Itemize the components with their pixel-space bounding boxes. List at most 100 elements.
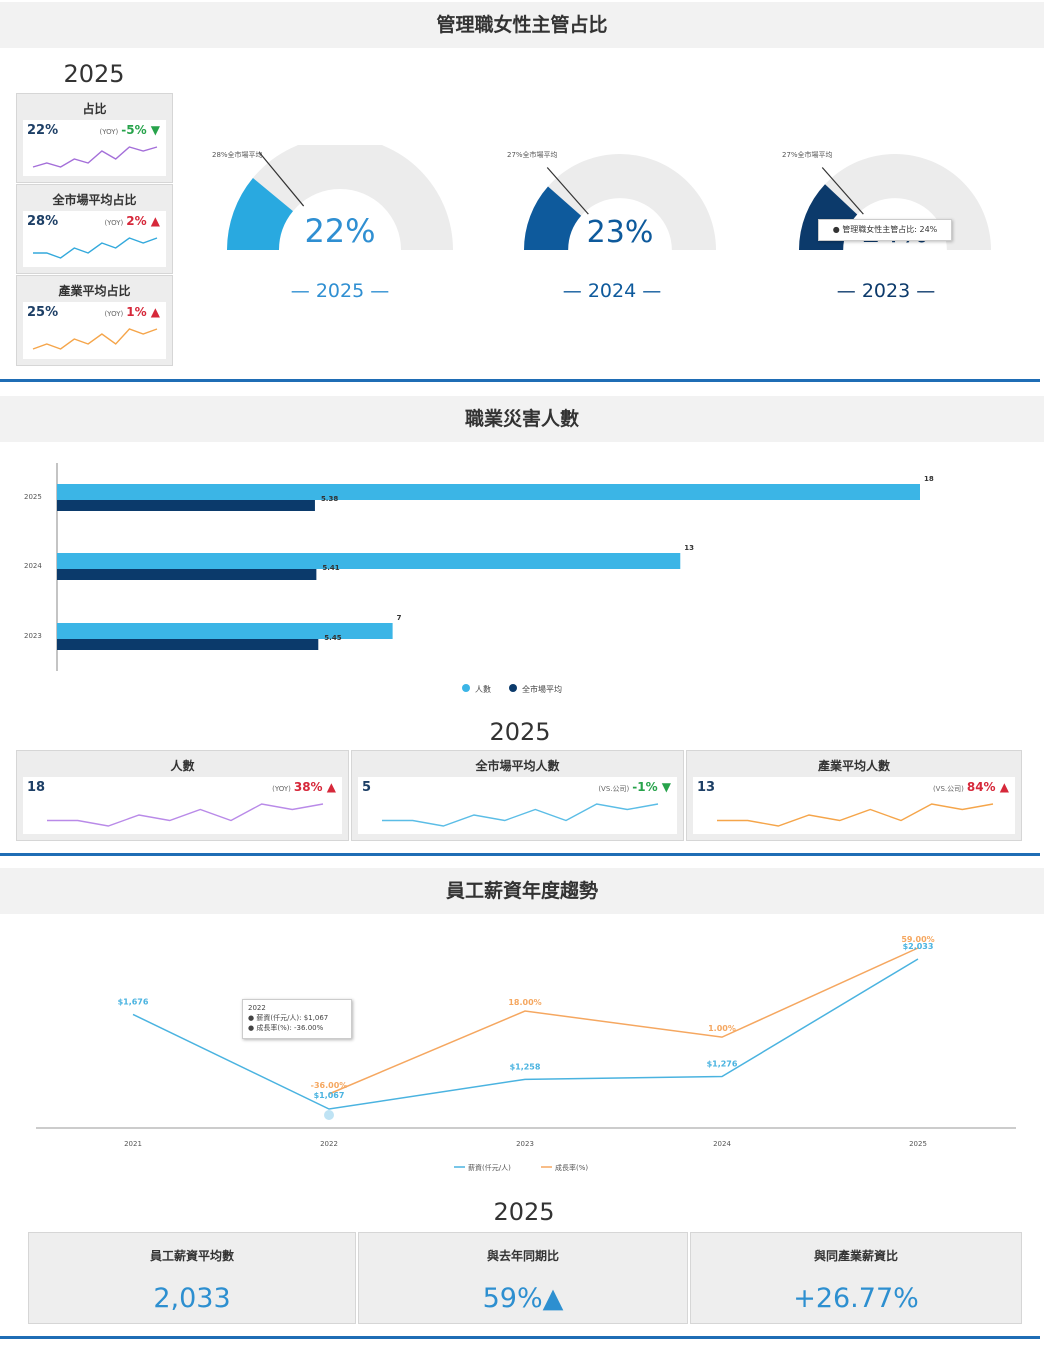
hover-marker <box>324 1110 334 1120</box>
growth-data-label: 1.00% <box>708 1024 736 1033</box>
sparkline-path <box>33 237 158 259</box>
x-tick-label: 2022 <box>320 1140 338 1148</box>
salary-industry-card: 與同產業薪資比 +26.77% <box>690 1232 1022 1324</box>
kpi-label: 占比 <box>82 102 107 116</box>
x-tick-label: 2021 <box>124 1140 142 1148</box>
sparkline-path <box>717 803 994 827</box>
card-value: 59%▲ <box>482 1283 564 1314</box>
gauge-year-2023: — 2023 — <box>836 280 936 302</box>
kpi-sparkline <box>33 237 158 259</box>
kpi-card-market-ratio: 全市場平均占比 28% (YOY) 2% ▲ <box>16 184 173 274</box>
kpi-body: 13 (VS.公司) 84% ▲ <box>693 777 1015 834</box>
salary-yoy-card: 與去年同期比 59%▲ <box>358 1232 688 1324</box>
kpi-card-ratio: 占比 22% (YOY) -5% ▼ <box>16 93 173 183</box>
section3-title: 員工薪資年度趨勢 <box>0 868 1044 914</box>
bar-market-average <box>57 569 317 580</box>
bar-category-label: 2023 <box>24 632 42 640</box>
legend-label: 人數 <box>475 684 491 694</box>
card-value: +26.77% <box>793 1283 919 1314</box>
gauge-reference-needle <box>258 151 305 207</box>
gauge-reference-needle <box>546 167 589 215</box>
line-tooltip: 2022 ● 薪資(仟元/人): $1,067 ● 成長率(%): -36.00… <box>242 999 352 1039</box>
card-label: 員工薪資平均數 <box>149 1249 234 1263</box>
gauge-value: 22% <box>304 212 375 250</box>
section-divider <box>0 379 1040 382</box>
section2-year: 2025 <box>489 718 551 746</box>
card-label: 與同產業薪資比 <box>813 1249 898 1263</box>
sparkline-path <box>32 146 158 168</box>
salary-line <box>132 958 919 1110</box>
bar-value-label: 5.38 <box>321 495 338 503</box>
kpi-body: 5 (VS.公司) -1% ▼ <box>358 777 677 834</box>
gauge-tooltip: ● 管理職女性主管占比: 24% <box>818 219 952 241</box>
bar-headcount <box>57 553 681 569</box>
salary-line-chart: 2021 2022 2023 2024 2025 $1,676 $1,067 $1,258 $1… <box>36 935 1016 1172</box>
salary-data-label: $1,676 <box>118 997 149 1006</box>
tooltip-line1: ● 薪資(仟元/人): $1,067 <box>248 1014 329 1022</box>
kpi-value: 22% <box>27 123 59 138</box>
kpi-body: 28% (YOY) 2% ▲ <box>23 211 166 267</box>
kpi-yoy: (YOY) 2% ▲ <box>104 214 160 228</box>
x-tick-label: 2024 <box>713 1140 731 1148</box>
section-divider <box>0 1336 1040 1339</box>
bar-market-average <box>57 639 319 650</box>
kpi-value: 28% <box>27 214 59 229</box>
x-tick-label: 2023 <box>516 1140 534 1148</box>
section2-title: 職業災害人數 <box>0 396 1044 442</box>
salary-avg-card: 員工薪資平均數 2,033 <box>28 1232 356 1324</box>
kpi-card-industry-injury: 產業平均人數 13 (VS.公司) 84% ▲ <box>686 750 1022 841</box>
kpi-yoy: (YOY) 1% ▲ <box>104 305 160 319</box>
gauge-value: 23% <box>587 215 654 250</box>
kpi-label: 產業平均占比 <box>58 284 131 298</box>
section3-year: 2025 <box>493 1198 555 1226</box>
kpi-sparkline <box>717 803 994 827</box>
sparkline-path <box>32 328 158 350</box>
kpi-value: 18 <box>27 780 46 795</box>
kpi-label: 人數 <box>170 759 195 773</box>
injury-bar-chart: 2025 18 5.38 2024 13 5.41 2023 7 5.45 人數 全市場平均 <box>24 463 934 694</box>
kpi-yoy: (VS.公司) -1% ▼ <box>598 780 671 794</box>
bar-value-label: 5.45 <box>324 634 341 642</box>
bar-category-label: 2024 <box>24 562 42 570</box>
legend-label: 薪資(仟元/人) <box>468 1163 511 1172</box>
kpi-label: 產業平均人數 <box>817 759 890 773</box>
growth-data-label: -36.00% <box>311 1081 348 1090</box>
growth-data-label: 59.00% <box>901 935 934 944</box>
kpi-body: 18 (YOY) 38% ▲ <box>23 777 342 834</box>
growth-data-label: 18.00% <box>508 998 541 1007</box>
kpi-sparkline <box>47 803 324 827</box>
kpi-card-injury-count: 人數 18 (YOY) 38% ▲ <box>16 750 349 841</box>
gauge-fill <box>227 177 293 250</box>
gauge-fill <box>524 186 582 250</box>
gauge-reference-needle <box>821 167 864 215</box>
gauge-reference-label: 27%全市場平均 <box>782 150 833 159</box>
bar-category-label: 2025 <box>24 493 42 501</box>
kpi-value: 5 <box>362 780 372 795</box>
gauge-2024: 27%全市場平均 23% <box>507 150 716 250</box>
legend-marker <box>509 684 517 692</box>
tooltip-title: 2022 <box>248 1004 266 1012</box>
legend-label: 全市場平均 <box>522 684 562 694</box>
sparkline-path <box>47 803 324 827</box>
sparkline-path <box>382 803 659 827</box>
kpi-body: 25% (YOY) 1% ▲ <box>23 302 166 359</box>
legend-label: 成長率(%) <box>555 1163 588 1172</box>
bar-value-label: 13 <box>684 544 694 552</box>
gauge-2025: 28%全市場平均 22% <box>212 145 453 250</box>
gauge-year-2025: — 2025 — <box>290 280 390 302</box>
tooltip-line2: ● 成長率(%): -36.00% <box>248 1024 324 1032</box>
bar-value-label: 7 <box>397 614 402 622</box>
salary-data-label: $1,258 <box>510 1062 541 1071</box>
section1-title: 管理職女性主管占比 <box>0 2 1044 48</box>
gauge-reference-label: 27%全市場平均 <box>507 150 558 159</box>
kpi-label: 全市場平均占比 <box>52 193 137 207</box>
card-label: 與去年同期比 <box>486 1249 559 1263</box>
kpi-yoy: (YOY) -5% ▼ <box>99 123 160 137</box>
gauge-reference-label: 28%全市場平均 <box>212 150 263 159</box>
gauge-year-2024: — 2024 — <box>562 280 662 302</box>
kpi-sparkline <box>32 146 158 168</box>
section1-year: 2025 <box>63 60 125 88</box>
bar-value-label: 18 <box>924 475 934 483</box>
card-value: 2,033 <box>153 1283 231 1314</box>
growth-line <box>328 947 919 1095</box>
